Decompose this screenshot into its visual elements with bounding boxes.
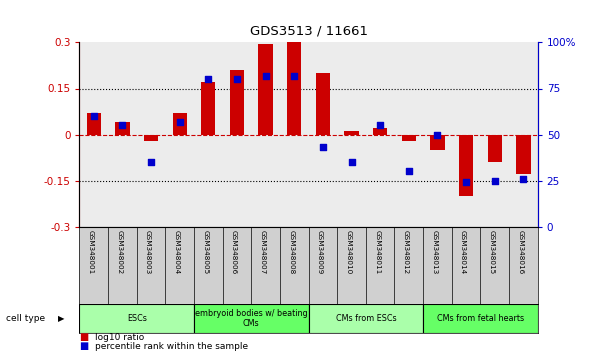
Point (203, 76, 213, 82)
Text: GSM348012: GSM348012 (403, 230, 409, 275)
Point (261, 73, 271, 79)
Point (490, 178, 500, 183)
Bar (79, 304, 194, 333)
Text: GSM348006: GSM348006 (231, 230, 237, 275)
Point (146, 159, 156, 165)
Text: GSM348007: GSM348007 (260, 230, 266, 275)
Bar (115, 122, 130, 135)
Point (89, 113, 98, 119)
Bar (144, 135, 158, 141)
Bar (316, 73, 330, 135)
Bar (258, 44, 273, 135)
Bar (345, 131, 359, 135)
Text: ▶: ▶ (58, 314, 65, 323)
Bar (194, 304, 309, 333)
Point (519, 176, 529, 182)
Text: GSM348009: GSM348009 (317, 230, 323, 275)
Text: CMs from fetal hearts: CMs from fetal hearts (437, 314, 524, 323)
Bar (423, 304, 538, 333)
Text: GDS3513 / 11661: GDS3513 / 11661 (249, 25, 368, 38)
Text: GSM348001: GSM348001 (88, 230, 93, 275)
Text: GSM348011: GSM348011 (374, 230, 380, 275)
Text: GSM348005: GSM348005 (202, 230, 208, 275)
Text: GSM348010: GSM348010 (345, 230, 351, 275)
Point (404, 169, 414, 174)
Text: GSM348014: GSM348014 (460, 230, 466, 275)
Bar (488, 135, 502, 162)
Bar (309, 304, 423, 333)
Text: GSM348008: GSM348008 (288, 230, 295, 275)
Text: GSM348004: GSM348004 (174, 230, 180, 275)
Point (117, 122, 127, 128)
Point (433, 132, 442, 137)
Point (346, 159, 356, 165)
Text: embryoid bodies w/ beating
CMs: embryoid bodies w/ beating CMs (195, 309, 307, 328)
Text: log10 ratio: log10 ratio (95, 332, 144, 342)
Bar (430, 135, 445, 150)
Text: CMs from ESCs: CMs from ESCs (335, 314, 396, 323)
Text: ESCs: ESCs (126, 314, 147, 323)
Text: GSM348013: GSM348013 (431, 230, 437, 275)
Bar (230, 70, 244, 135)
Point (318, 144, 327, 150)
Point (375, 122, 385, 128)
Bar (373, 129, 387, 135)
Text: ■: ■ (79, 341, 89, 351)
Bar (201, 82, 216, 135)
Text: ■: ■ (79, 332, 89, 342)
Bar (401, 135, 416, 141)
Bar (516, 135, 530, 175)
Text: percentile rank within the sample: percentile rank within the sample (95, 342, 248, 351)
Text: GSM348003: GSM348003 (145, 230, 151, 275)
Bar (459, 135, 474, 196)
Bar (87, 113, 101, 135)
Text: GSM348016: GSM348016 (518, 230, 524, 275)
Text: cell type: cell type (6, 314, 45, 323)
Bar (172, 113, 187, 135)
Text: GSM348002: GSM348002 (116, 230, 122, 275)
Bar (287, 42, 301, 135)
Point (232, 76, 242, 82)
Point (175, 119, 185, 125)
Point (461, 179, 471, 185)
Point (290, 73, 299, 79)
Text: GSM348015: GSM348015 (489, 230, 495, 275)
